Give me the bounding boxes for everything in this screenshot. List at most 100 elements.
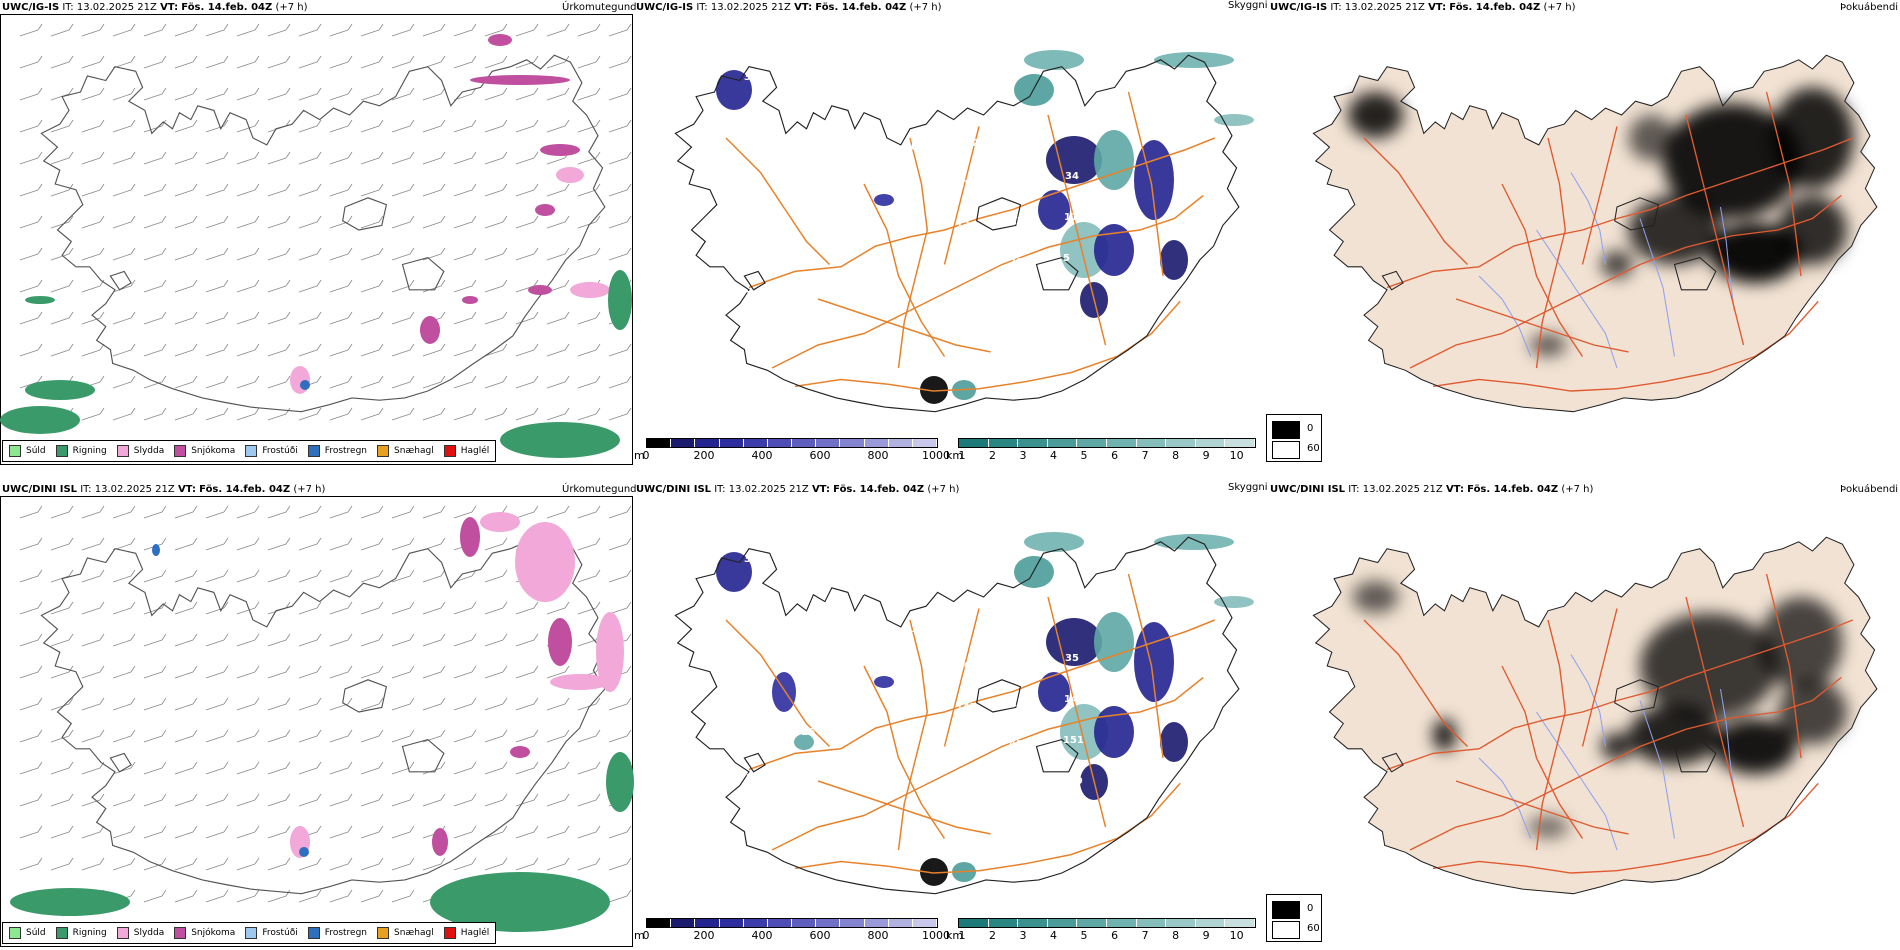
vt-label: VT: xyxy=(160,2,179,13)
road xyxy=(817,780,991,835)
wind-barb xyxy=(205,729,229,743)
colorbar-cell xyxy=(671,919,696,927)
wind-barb xyxy=(112,311,136,325)
wind-barb xyxy=(484,537,508,551)
wind-barb xyxy=(50,857,74,871)
wind-barb xyxy=(453,215,477,229)
wind-barb xyxy=(484,183,508,197)
wind-barb xyxy=(360,87,384,101)
fog-legend-top-value: 0 xyxy=(1307,903,1314,914)
precip-area xyxy=(290,366,310,394)
precip-legend-item: Súld xyxy=(9,445,46,457)
colorbar-cell xyxy=(1106,439,1137,447)
wind-barb xyxy=(143,665,167,679)
wind-barb xyxy=(19,729,43,743)
wind-barb xyxy=(174,55,198,69)
precip-legend-item: Rigning xyxy=(55,927,107,939)
wind-barb xyxy=(50,183,74,197)
precip-legend-swatch xyxy=(9,445,21,457)
wind-barb xyxy=(81,55,105,69)
fog-panel-top: UWC/IG-IS IT: 13.02.2025 21Z VT: Fös. 14… xyxy=(1266,0,1900,468)
precip-legend-label: Rigning xyxy=(72,446,107,456)
wind-barb xyxy=(391,279,415,293)
wind-barb xyxy=(329,23,353,37)
colorbar-cell xyxy=(864,439,889,447)
colorbar-cell xyxy=(1047,439,1078,447)
wind-barb xyxy=(298,793,322,807)
wind-barb xyxy=(205,343,229,357)
colorbar-cell xyxy=(743,919,768,927)
wind-barb xyxy=(484,729,508,743)
coastline xyxy=(674,54,1240,413)
fog-panel-bottom: UWC/DINI ISL IT: 13.02.2025 21Z VT: Fös.… xyxy=(1266,482,1900,950)
wind-barb xyxy=(112,151,136,165)
wind-barb xyxy=(267,215,291,229)
wind-barb xyxy=(112,505,136,519)
ceiling-value-label: 20 xyxy=(958,620,972,631)
colorbar-tick-label: 600 xyxy=(809,449,831,462)
colorbar-cell xyxy=(1047,919,1078,927)
wind-barb xyxy=(329,343,353,357)
colorbar-cell xyxy=(767,919,793,927)
ceiling-value-label: 120 xyxy=(747,249,768,260)
colorbar-tick-label: 8 xyxy=(1172,929,1180,942)
wind-barb xyxy=(484,23,508,37)
wind-barb xyxy=(360,247,384,261)
colorbar-tick-label: 200 xyxy=(693,929,715,942)
wind-barb xyxy=(236,633,260,647)
colorbar-cell xyxy=(1136,439,1167,447)
precip-legend-label: Haglél xyxy=(460,928,490,938)
visibility-area xyxy=(1094,130,1134,190)
road xyxy=(1409,194,1842,369)
wind-barb xyxy=(19,569,43,583)
colorbar-tick-label: 800 xyxy=(867,929,889,942)
ceiling-value-label: 27 xyxy=(1010,216,1024,227)
wind-barb xyxy=(143,183,167,197)
precip-area xyxy=(470,75,570,85)
visibility-area xyxy=(1094,706,1134,758)
wind-barb xyxy=(484,151,508,165)
colorbar-cell xyxy=(647,439,672,447)
vt-label: VT: xyxy=(1428,2,1447,13)
precip-legend-item: Slydda xyxy=(116,445,164,457)
precip-legend-item: Súld xyxy=(9,927,46,939)
wind-barb xyxy=(236,601,260,615)
lead-time: (+7 h) xyxy=(909,2,942,13)
wind-barb xyxy=(546,857,570,871)
road xyxy=(863,665,946,839)
wind-barb xyxy=(174,537,198,551)
wind-barb xyxy=(236,215,260,229)
vt-label: VT: xyxy=(177,484,196,495)
wind-barb xyxy=(484,697,508,711)
precip-legend-item: Frostúði xyxy=(245,927,298,939)
it-value: 13.02.2025 21Z xyxy=(94,484,175,495)
wind-barb xyxy=(236,151,260,165)
precip-legend-label: Haglél xyxy=(460,446,490,456)
wind-barb xyxy=(112,569,136,583)
visibility-map-bottom: 3248901214743129169401211010015515160109… xyxy=(674,532,1254,895)
wind-barb xyxy=(205,761,229,775)
wind-barb xyxy=(360,183,384,197)
glacier-outline xyxy=(1381,679,1717,773)
visibility-area xyxy=(1014,556,1054,588)
wind-barb xyxy=(391,23,415,37)
precip-legend-label: Snjókoma xyxy=(191,928,236,938)
wind-barb xyxy=(515,311,539,325)
wind-barb xyxy=(298,311,322,325)
wind-barb xyxy=(174,505,198,519)
wind-barb xyxy=(453,761,477,775)
wind-barb xyxy=(205,825,229,839)
wind-barb xyxy=(81,23,105,37)
precip-legend-swatch xyxy=(245,445,258,457)
wind-barb xyxy=(267,505,291,519)
wind-barb xyxy=(236,23,260,37)
wind-barb xyxy=(422,761,446,775)
it-value: 13.02.2025 21Z xyxy=(710,2,791,13)
ceiling-value-label: 32 xyxy=(1062,294,1076,305)
colorbar-tick-label: 200 xyxy=(693,449,715,462)
wind-barb xyxy=(422,505,446,519)
colorbar-cell xyxy=(1136,919,1167,927)
wind-barb xyxy=(422,119,446,133)
road xyxy=(1501,183,1584,357)
colorbar-cell xyxy=(912,919,938,927)
